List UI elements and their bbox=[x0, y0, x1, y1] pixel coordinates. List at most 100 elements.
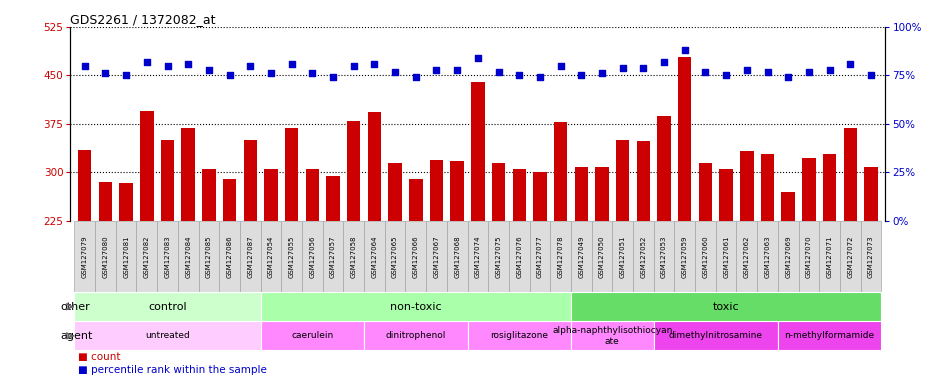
Text: alpha-naphthylisothiocyan
ate: alpha-naphthylisothiocyan ate bbox=[551, 326, 672, 346]
Text: GSM127083: GSM127083 bbox=[165, 235, 170, 278]
Point bbox=[490, 68, 505, 74]
Point bbox=[511, 72, 526, 78]
Bar bbox=[860, 221, 881, 292]
Point bbox=[160, 63, 175, 69]
Text: GSM127049: GSM127049 bbox=[578, 235, 584, 278]
Bar bbox=[74, 221, 95, 292]
Bar bbox=[78, 150, 92, 367]
Bar bbox=[430, 159, 443, 367]
Bar bbox=[471, 82, 484, 367]
Bar bbox=[364, 321, 467, 351]
Point bbox=[800, 68, 815, 74]
Bar bbox=[305, 169, 319, 367]
Text: GSM127060: GSM127060 bbox=[702, 235, 708, 278]
Bar bbox=[529, 221, 549, 292]
Point bbox=[388, 68, 402, 74]
Bar bbox=[426, 221, 446, 292]
Bar bbox=[695, 221, 715, 292]
Bar bbox=[74, 292, 260, 321]
Point bbox=[821, 66, 836, 73]
Point bbox=[739, 66, 753, 73]
Text: n-methylformamide: n-methylformamide bbox=[783, 331, 873, 340]
Bar bbox=[777, 321, 881, 351]
Bar bbox=[405, 221, 426, 292]
Bar bbox=[818, 221, 839, 292]
Text: GSM127079: GSM127079 bbox=[81, 235, 88, 278]
Bar bbox=[264, 169, 277, 367]
Bar bbox=[839, 221, 860, 292]
Bar bbox=[570, 321, 653, 351]
Bar bbox=[182, 129, 195, 367]
Bar bbox=[678, 57, 691, 367]
Text: GSM127071: GSM127071 bbox=[826, 235, 832, 278]
Text: GSM127054: GSM127054 bbox=[268, 235, 273, 278]
Bar bbox=[285, 129, 298, 367]
Point bbox=[119, 72, 134, 78]
Text: GDS2261 / 1372082_at: GDS2261 / 1372082_at bbox=[70, 13, 215, 26]
Point bbox=[759, 68, 774, 74]
Bar bbox=[570, 292, 881, 321]
Point bbox=[139, 59, 154, 65]
Bar bbox=[863, 167, 877, 367]
Point bbox=[408, 74, 423, 80]
Bar bbox=[797, 221, 818, 292]
Bar bbox=[756, 221, 777, 292]
Text: GSM127059: GSM127059 bbox=[681, 235, 687, 278]
Bar bbox=[508, 221, 529, 292]
Bar bbox=[157, 221, 178, 292]
Bar bbox=[801, 158, 814, 367]
Bar bbox=[533, 172, 546, 367]
Text: GSM127061: GSM127061 bbox=[723, 235, 728, 278]
Bar bbox=[657, 116, 670, 367]
Text: GSM127069: GSM127069 bbox=[784, 235, 790, 278]
Bar bbox=[715, 221, 736, 292]
Text: GSM127057: GSM127057 bbox=[329, 235, 336, 278]
Text: GSM127064: GSM127064 bbox=[371, 235, 377, 278]
Text: GSM127051: GSM127051 bbox=[619, 235, 625, 278]
Text: other: other bbox=[60, 302, 90, 312]
Point bbox=[677, 47, 692, 53]
Point bbox=[780, 74, 795, 80]
Bar bbox=[343, 221, 364, 292]
Bar bbox=[243, 140, 256, 367]
Point bbox=[242, 63, 257, 69]
Point bbox=[346, 63, 361, 69]
Text: GSM127062: GSM127062 bbox=[743, 235, 749, 278]
Bar bbox=[736, 221, 756, 292]
Bar bbox=[553, 122, 567, 367]
Bar bbox=[260, 292, 570, 321]
Bar bbox=[140, 111, 154, 367]
Bar bbox=[326, 176, 340, 367]
Bar bbox=[653, 221, 674, 292]
Point bbox=[718, 72, 733, 78]
Bar bbox=[674, 221, 695, 292]
Text: GSM127085: GSM127085 bbox=[206, 235, 212, 278]
Text: GSM127086: GSM127086 bbox=[227, 235, 232, 278]
Bar bbox=[202, 169, 215, 367]
Text: agent: agent bbox=[60, 331, 93, 341]
Text: GSM127075: GSM127075 bbox=[495, 235, 501, 278]
Point bbox=[697, 68, 712, 74]
Bar bbox=[512, 169, 525, 367]
Bar bbox=[842, 129, 856, 367]
Bar bbox=[388, 163, 402, 367]
Bar bbox=[491, 163, 505, 367]
Text: dinitrophenol: dinitrophenol bbox=[386, 331, 446, 340]
Bar bbox=[719, 169, 732, 367]
Bar bbox=[137, 221, 157, 292]
Point bbox=[449, 66, 464, 73]
Text: ■ percentile rank within the sample: ■ percentile rank within the sample bbox=[79, 365, 267, 375]
Point bbox=[552, 63, 567, 69]
Text: GSM127082: GSM127082 bbox=[143, 235, 150, 278]
Text: GSM127065: GSM127065 bbox=[391, 235, 398, 278]
Point bbox=[304, 70, 319, 76]
Text: GSM127052: GSM127052 bbox=[639, 235, 646, 278]
Bar bbox=[301, 221, 322, 292]
Bar bbox=[198, 221, 219, 292]
Point bbox=[615, 65, 630, 71]
Text: GSM127067: GSM127067 bbox=[433, 235, 439, 278]
Point bbox=[263, 70, 278, 76]
Bar bbox=[615, 140, 629, 367]
Point bbox=[863, 72, 878, 78]
Text: GSM127076: GSM127076 bbox=[516, 235, 521, 278]
